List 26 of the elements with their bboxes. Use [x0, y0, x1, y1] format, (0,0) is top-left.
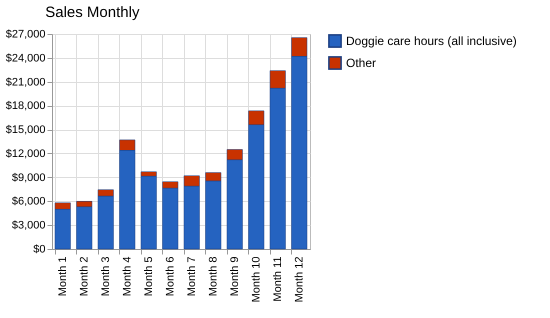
x-tick-label: Month 5: [142, 256, 155, 296]
x-tick-label: Month 9: [228, 256, 241, 296]
x-tick-label: Month 4: [121, 256, 134, 296]
y-tick-label: $9,000: [12, 172, 46, 184]
x-tick-label: Month 8: [207, 256, 220, 296]
y-tick-label: $0: [33, 244, 46, 256]
y-tick-label: $6,000: [12, 196, 46, 208]
x-tick-label: Month 3: [100, 256, 112, 296]
legend-label: Doggie care hours (all inclusive): [346, 34, 517, 48]
x-tick-label: Month 6: [164, 256, 176, 296]
x-tick-label: Month 11: [272, 256, 284, 302]
x-tick-label: Month 7: [186, 256, 198, 296]
legend-label: Other: [346, 56, 376, 70]
x-tick-label: Month 2: [78, 256, 90, 296]
y-tick-label: $24,000: [6, 52, 46, 64]
y-tick-label: $27,000: [6, 28, 46, 40]
y-tick-label: $3,000: [12, 220, 46, 232]
x-tick-label: Month 10: [250, 256, 262, 302]
x-tick-label: Month 12: [293, 256, 306, 302]
y-tick-label: $21,000: [6, 76, 46, 88]
y-tick-label: $12,000: [6, 148, 46, 160]
y-tick-label: $15,000: [6, 124, 46, 136]
y-tick-label: $18,000: [6, 100, 46, 112]
chart-title: Sales Monthly: [45, 4, 140, 21]
x-tick-label: Month 1: [56, 256, 69, 296]
bar: [140, 176, 157, 250]
